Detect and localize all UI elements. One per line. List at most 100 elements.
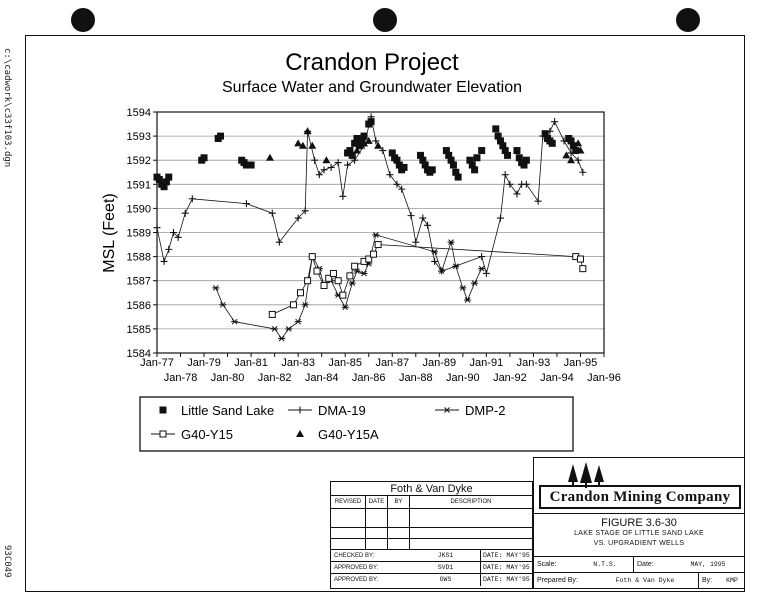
data-point: [452, 263, 460, 270]
data-point: [304, 277, 312, 285]
punch-hole-left: [71, 8, 95, 32]
data-point: [471, 166, 479, 174]
signoff-label: APPROVED BY:: [334, 577, 379, 583]
data-point: [447, 156, 455, 164]
revision-title-block: Foth & Van Dyke REVISED DATE BY DESCRIPT…: [330, 481, 533, 589]
rev-col-date: DATE: [366, 496, 388, 508]
x-tick-label: Jan-90: [446, 372, 480, 384]
data-point: [297, 289, 305, 297]
x-tick-label: Jan-77: [140, 357, 174, 369]
series-little-sand-lake: [153, 118, 580, 191]
figure-caption: FIGURE 3.6-30 LAKE STAGE OF LITTLE SAND …: [534, 513, 744, 555]
data-point: [348, 151, 356, 159]
data-point: [308, 141, 317, 149]
y-tick-label: 1585: [127, 324, 151, 336]
x-tick-label: Jan-82: [258, 372, 292, 384]
legend-label: G40-Y15: [181, 427, 233, 442]
data-point: [393, 180, 401, 188]
data-point: [496, 214, 504, 222]
data-point: [334, 277, 342, 285]
legend-label: DMA-19: [318, 403, 366, 418]
data-point: [294, 318, 302, 325]
data-point: [188, 195, 196, 203]
data-point: [388, 149, 396, 157]
data-point: [301, 207, 309, 215]
data-point: [496, 137, 504, 145]
data-point: [478, 265, 486, 272]
signoff-date: DATE: MAY'95: [483, 576, 530, 583]
data-point: [329, 269, 337, 277]
data-point: [247, 161, 255, 169]
data-point: [231, 318, 239, 325]
data-point: [464, 297, 472, 303]
company-name: Crandon Mining Company: [539, 485, 741, 509]
data-point: [541, 130, 549, 138]
data-point: [364, 136, 373, 144]
data-point: [466, 156, 474, 164]
data-point: [311, 156, 319, 164]
punch-hole-center: [373, 8, 397, 32]
data-point: [468, 161, 476, 169]
punch-hole-right: [676, 8, 700, 32]
data-point: [355, 142, 363, 150]
data-point: [339, 192, 347, 200]
data-point: [452, 168, 460, 176]
legend-marker-icon: [443, 407, 451, 413]
data-point: [501, 171, 509, 179]
data-point: [165, 173, 173, 181]
data-point: [499, 142, 507, 150]
signoff-date: DATE: MAY'95: [483, 552, 530, 559]
data-point: [348, 280, 356, 286]
x-tick-label: Jan-92: [493, 372, 527, 384]
x-tick-label: Jan-91: [470, 357, 504, 369]
x-tick-label: Jan-86: [352, 372, 386, 384]
data-point: [367, 118, 375, 126]
legend-marker-icon: [159, 406, 167, 414]
data-point: [471, 280, 479, 286]
data-point: [379, 147, 387, 155]
data-point: [181, 209, 189, 217]
signoff-date: DATE: MAY'95: [483, 564, 530, 571]
data-point: [320, 282, 328, 290]
revision-row: [331, 528, 532, 539]
data-point: [548, 139, 556, 147]
data-point: [294, 214, 302, 222]
figure-description-line-2: VS. UPGRADIENT WELLS: [593, 540, 685, 547]
drawing-code-label: 93C049: [2, 545, 12, 578]
signoff-row: APPROVED BY: GWS DATE: MAY'95: [331, 574, 532, 586]
rev-col-revised: REVISED: [331, 496, 366, 508]
drawing-frame: [25, 35, 745, 592]
data-point: [459, 285, 467, 291]
data-point: [268, 209, 276, 217]
legend-label: Little Sand Lake: [181, 403, 274, 418]
revision-row: [331, 539, 532, 550]
y-tick-label: 1584: [127, 348, 151, 360]
x-tick-label: Jan-87: [375, 357, 409, 369]
by-label: By:: [702, 577, 713, 584]
data-point: [513, 147, 521, 155]
data-point: [560, 137, 568, 145]
data-point: [454, 173, 462, 181]
data-point: [419, 214, 427, 222]
data-point: [407, 212, 415, 220]
data-point: [367, 113, 375, 121]
data-point: [339, 291, 347, 299]
data-point: [562, 151, 571, 159]
data-point: [579, 168, 587, 176]
data-point: [473, 154, 481, 162]
data-point: [567, 149, 575, 157]
data-point: [393, 156, 401, 164]
y-tick-label: 1587: [127, 276, 151, 288]
x-tick-label: Jan-88: [399, 372, 433, 384]
date-label: Date:: [637, 561, 654, 568]
data-point: [398, 185, 406, 193]
signoff-row: APPROVED BY: SVD1 DATE: MAY'95: [331, 562, 532, 574]
firm-name: Foth & Van Dyke: [331, 482, 532, 496]
data-point: [200, 154, 208, 162]
data-point: [428, 166, 436, 174]
x-tick-label: Jan-93: [517, 357, 551, 369]
prepared-label: Prepared By:: [537, 577, 578, 584]
data-point: [513, 190, 521, 198]
x-tick-label: Jan-94: [540, 372, 574, 384]
data-point: [327, 163, 335, 171]
